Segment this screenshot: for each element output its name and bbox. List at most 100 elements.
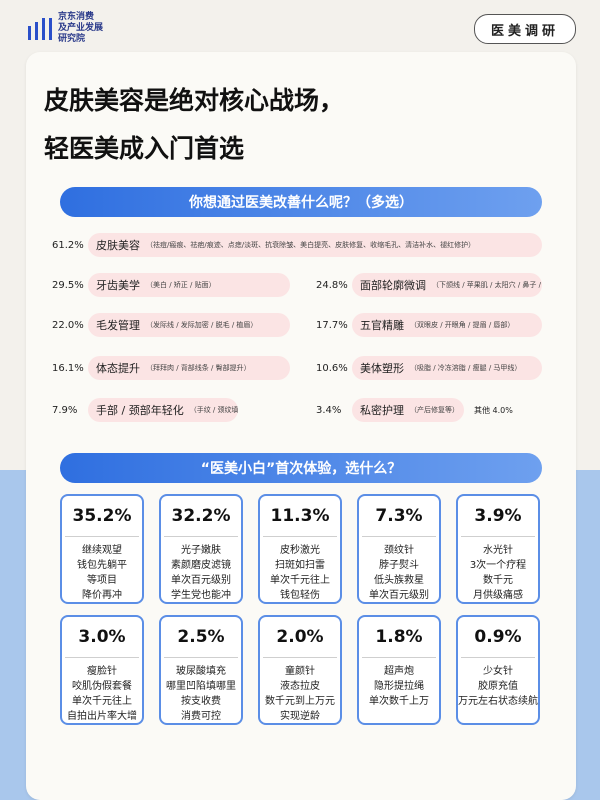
bar-row: 24.8% 面部轮廓微调 （下颌线 / 苹果肌 / 太阳穴 / 鼻子 / 下巴）	[316, 273, 542, 297]
topic-tag: 医美调研	[474, 14, 576, 44]
option-card: 2.0% 童颜针 液态拉皮 数千元到上万元 实现逆龄	[258, 615, 342, 725]
option-text: 少女针	[483, 666, 513, 677]
option-text: 数千元	[483, 575, 513, 586]
bar: 手部 / 颈部年轻化 （手纹 / 颈纹填充）	[88, 398, 238, 422]
divider	[461, 536, 535, 537]
divider	[164, 657, 238, 658]
option-text: 低头族救星	[374, 575, 424, 586]
option-text: 实现逆龄	[280, 711, 320, 722]
bar-row: 7.9% 手部 / 颈部年轻化 （手纹 / 颈纹填充）	[52, 398, 238, 422]
bar-value-label: 29.5%	[52, 279, 84, 291]
option-text: 颈纹针	[384, 545, 414, 556]
divider	[263, 536, 337, 537]
bar-row: 17.7% 五官精雕 （双眼皮 / 开眼角 / 提眉 / 唇部）	[316, 313, 542, 337]
bar-category-label: 皮肤美容	[96, 239, 140, 252]
logo-line: 京东消费	[58, 12, 95, 22]
option-percentage: 11.3%	[270, 506, 330, 526]
divider	[65, 536, 139, 537]
option-text: 钱包先躺平	[77, 560, 127, 571]
option-text: 瘦脸针	[87, 666, 117, 677]
bar: 牙齿美学 （美白 / 矫正 / 贴面）	[88, 273, 290, 297]
bar-category-detail: （拜拜肉 / 背部线条 / 臀部提升）	[146, 364, 251, 372]
bar-category-detail: （祛痘/瘢痕、祛疤/痕迹、点痣/淡斑、抗衰除皱、美白提亮、皮肤修复、收缩毛孔、清…	[146, 241, 476, 249]
option-text: 玻尿酸填充	[176, 666, 226, 677]
option-text: 万元左右状态续航	[458, 696, 538, 707]
option-text: 月供级痛感	[473, 590, 523, 601]
option-percentage: 3.9%	[474, 506, 522, 526]
option-card: 1.8% 超声炮 隐形提拉绳 单次数千上万	[357, 615, 441, 725]
bar-value-label: 3.4%	[316, 404, 342, 416]
option-text: 降价再冲	[82, 590, 122, 601]
bar-category-label: 手部 / 颈部年轻化	[96, 404, 184, 417]
option-card: 35.2% 继续观望 钱包先躺平 等项目 降价再冲	[60, 494, 144, 604]
page-title: 皮肤美容是绝对核心战场， 轻医美成入门首选	[40, 86, 376, 182]
option-text: 钱包轻伤	[280, 590, 320, 601]
option-text: 童颜针	[285, 666, 315, 677]
option-text: 哪里凹陷填哪里	[166, 681, 236, 692]
option-percentage: 1.8%	[375, 627, 423, 647]
bar-category-detail: （发际线 / 发际加密 / 脱毛 / 植眉）	[146, 321, 258, 329]
logo-text: 京东消费 及产业发展 研究院	[58, 12, 103, 45]
option-text: 等项目	[87, 575, 117, 586]
bar-category-detail: （产后修复等）	[410, 406, 459, 414]
option-card: 3.0% 瘦脸针 咬肌伪假套餐 单次千元往上 自拍出片率大增	[60, 615, 144, 725]
option-text: 3次一个疗程	[469, 560, 527, 571]
option-text: 皮秒激光	[280, 545, 320, 556]
option-percentage: 32.2%	[171, 506, 231, 526]
bar-category-label: 毛发管理	[96, 319, 140, 332]
option-text: 液态拉皮	[280, 681, 320, 692]
bar-category-detail: （美白 / 矫正 / 贴面）	[146, 281, 216, 289]
divider	[461, 657, 535, 658]
option-text: 脖子熨斗	[379, 560, 419, 571]
option-card: 32.2% 光子嫩肤 素颜磨皮滤镜 单次百元级别 学生党也能冲	[159, 494, 243, 604]
option-text: 胶原充值	[478, 681, 518, 692]
bar-row: 3.4% 私密护理 （产后修复等）	[316, 398, 464, 422]
option-card: 0.9% 少女针 胶原充值 万元左右状态续航	[456, 615, 540, 725]
bar-row: 16.1% 体态提升 （拜拜肉 / 背部线条 / 臀部提升）	[52, 356, 290, 380]
option-percentage: 7.3%	[375, 506, 423, 526]
bar-value-label: 16.1%	[52, 362, 84, 374]
option-card: 11.3% 皮秒激光 扫斑如扫雷 单次千元往上 钱包轻伤	[258, 494, 342, 604]
title-line-2: 轻医美成入门首选	[40, 134, 344, 168]
bar: 体态提升 （拜拜肉 / 背部线条 / 臀部提升）	[88, 356, 290, 380]
bar-row: 22.0% 毛发管理 （发际线 / 发际加密 / 脱毛 / 植眉）	[52, 313, 290, 337]
divider	[362, 536, 436, 537]
bar-category-label: 五官精雕	[360, 319, 404, 332]
option-text: 咬肌伪假套餐	[72, 681, 132, 692]
title-text-1: 皮肤美容是绝对核心战场，	[44, 86, 345, 115]
option-text: 单次百元级别	[369, 590, 429, 601]
option-text: 素颜磨皮滤镜	[171, 560, 231, 571]
bar-value-label: 61.2%	[52, 239, 84, 251]
bar-category-label: 面部轮廓微调	[360, 279, 426, 292]
option-percentage: 2.5%	[177, 627, 225, 647]
option-text: 单次数千上万	[369, 696, 429, 707]
option-text: 消费可控	[181, 711, 221, 722]
divider	[263, 657, 337, 658]
section-title-first-try: “医美小白”首次体验，选什么？	[60, 453, 542, 483]
option-text: 学生党也能冲	[171, 590, 231, 601]
bar-category-detail: （下颌线 / 苹果肌 / 太阳穴 / 鼻子 / 下巴）	[432, 281, 542, 289]
bar: 毛发管理 （发际线 / 发际加密 / 脱毛 / 植眉）	[88, 313, 290, 337]
option-text: 光子嫩肤	[181, 545, 221, 556]
divider	[164, 536, 238, 537]
title-text-2: 轻医美成入门首选	[44, 134, 245, 163]
section-title-improve: 你想通过医美改善什么呢？（多选）	[60, 187, 542, 217]
bar-category-label: 体态提升	[96, 362, 140, 375]
bar-row: 10.6% 美体塑形 （吸脂 / 冷冻溶脂 / 瘦腿 / 马甲线）	[316, 356, 542, 380]
option-card: 3.9% 水光针 3次一个疗程 数千元 月供级痛感	[456, 494, 540, 604]
title-line-1: 皮肤美容是绝对核心战场，	[40, 86, 376, 120]
option-card: 7.3% 颈纹针脖子熨斗低头族救星单次百元级别	[357, 494, 441, 604]
option-text: 单次千元往上	[72, 696, 132, 707]
bar: 面部轮廓微调 （下颌线 / 苹果肌 / 太阳穴 / 鼻子 / 下巴）	[352, 273, 542, 297]
logo-icon	[26, 16, 52, 42]
divider	[362, 657, 436, 658]
option-text: 按支收费	[181, 696, 221, 707]
bar-row: 29.5% 牙齿美学 （美白 / 矫正 / 贴面）	[52, 273, 290, 297]
divider	[65, 657, 139, 658]
option-text: 超声炮	[384, 666, 414, 677]
option-card: 2.5% 玻尿酸填充哪里凹陷填哪里 按支收费消费可控	[159, 615, 243, 725]
brand-logo: 京东消费 及产业发展 研究院	[26, 12, 103, 45]
bar: 五官精雕 （双眼皮 / 开眼角 / 提眉 / 唇部）	[352, 313, 542, 337]
option-text: 自拍出片率大增	[67, 711, 137, 722]
option-percentage: 2.0%	[276, 627, 324, 647]
